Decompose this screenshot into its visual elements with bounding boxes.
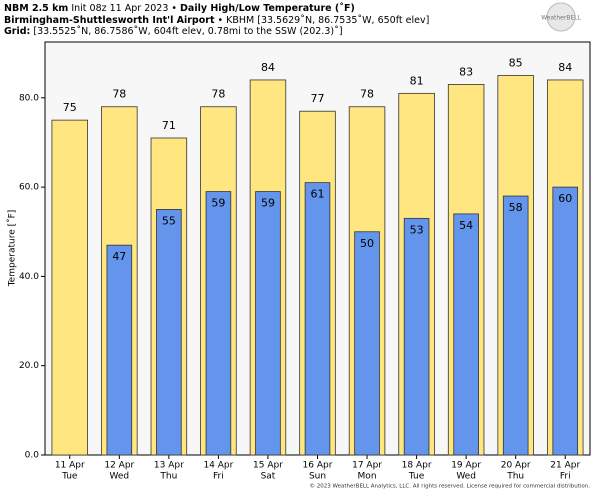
y-tick-label: 0.0 (25, 451, 40, 461)
x-tick-weekday: Tue (408, 472, 425, 482)
y-tick-label: 80.0 (19, 93, 39, 103)
value-label: 78 (112, 88, 126, 101)
bar (156, 209, 182, 456)
value-label: 78 (211, 88, 225, 101)
x-tick-weekday: Thu (506, 472, 524, 482)
header-station-info: • KBHM [33.5629˚N, 86.7535˚W, 650ft elev… (214, 15, 429, 26)
y-tick-label: 20.0 (19, 361, 39, 371)
x-tick-weekday: Fri (560, 472, 571, 482)
value-label: 55 (162, 214, 176, 227)
value-label: 59 (211, 197, 225, 210)
bar (502, 195, 529, 456)
x-tick-weekday: Mon (358, 472, 377, 482)
bar (51, 119, 89, 456)
value-label: 84 (261, 61, 275, 74)
x-tick-label: 19 Apr (451, 461, 481, 471)
value-label: 58 (509, 201, 523, 214)
value-label: 77 (311, 92, 325, 105)
value-label: 47 (112, 250, 126, 263)
value-label: 78 (360, 88, 374, 101)
value-label: 61 (311, 188, 325, 201)
value-label: 54 (459, 219, 473, 232)
header-title: Daily High/Low Temperature (˚F) (180, 3, 355, 14)
x-tick-label: 16 Apr (303, 461, 333, 471)
x-tick-label: 15 Apr (253, 461, 283, 471)
x-tick-weekday: Fri (213, 472, 224, 482)
value-label: 85 (509, 56, 523, 69)
bar (453, 213, 479, 456)
x-tick-weekday: Tue (61, 472, 78, 482)
footer: © 2023 WeatherBELL Analytics, LLC. All r… (310, 483, 591, 490)
header-model: NBM 2.5 km (4, 3, 68, 14)
x-tick-weekday: Sat (261, 472, 276, 482)
x-tick-label: 17 Apr (352, 461, 382, 471)
value-label: 59 (261, 197, 275, 210)
header-line: Birmingham-Shuttlesworth Int'l Airport •… (4, 15, 429, 26)
x-tick-weekday: Thu (159, 472, 177, 482)
header-grid-info: [33.5525˚N, 86.7586˚W, 604ft elev, 0.78m… (30, 26, 342, 37)
header-grid-label: Grid: (4, 26, 30, 37)
bar (304, 182, 331, 456)
header-line: NBM 2.5 km Init 08z 11 Apr 2023 • Daily … (4, 3, 355, 14)
bar (354, 231, 380, 456)
y-axis-label: Temperature [˚F] (7, 210, 18, 288)
x-tick-label: 13 Apr (154, 461, 184, 471)
value-label: 84 (558, 61, 572, 74)
value-label: 71 (162, 119, 176, 132)
y-tick-label: 40.0 (19, 272, 39, 282)
bar (552, 186, 579, 456)
x-tick-label: 12 Apr (104, 461, 134, 471)
x-tick-weekday: Wed (110, 472, 130, 482)
logo-badge (546, 2, 576, 32)
value-label: 50 (360, 237, 374, 250)
logo: WeatherBELL (541, 15, 582, 22)
x-tick-label: 14 Apr (203, 461, 233, 471)
x-tick-weekday: Sun (309, 472, 326, 482)
bar (205, 191, 232, 456)
x-tick-label: 21 Apr (550, 461, 580, 471)
y-tick-label: 60.0 (19, 183, 39, 193)
x-tick-label: 18 Apr (402, 461, 432, 471)
x-tick-label: 20 Apr (501, 461, 531, 471)
value-label: 60 (558, 192, 572, 205)
bar (255, 191, 281, 456)
value-label: 75 (63, 101, 77, 114)
bar (403, 217, 430, 456)
x-tick-label: 11 Apr (55, 461, 85, 471)
value-label: 83 (459, 65, 473, 78)
x-tick-weekday: Wed (456, 472, 476, 482)
header-init: Init 08z 11 Apr 2023 • (68, 3, 180, 14)
value-label: 53 (410, 223, 424, 236)
header-station: Birmingham-Shuttlesworth Int'l Airport (4, 15, 215, 26)
header-line: Grid: [33.5525˚N, 86.7586˚W, 604ft elev,… (4, 26, 343, 37)
bar (106, 244, 133, 456)
value-label: 81 (410, 74, 424, 87)
